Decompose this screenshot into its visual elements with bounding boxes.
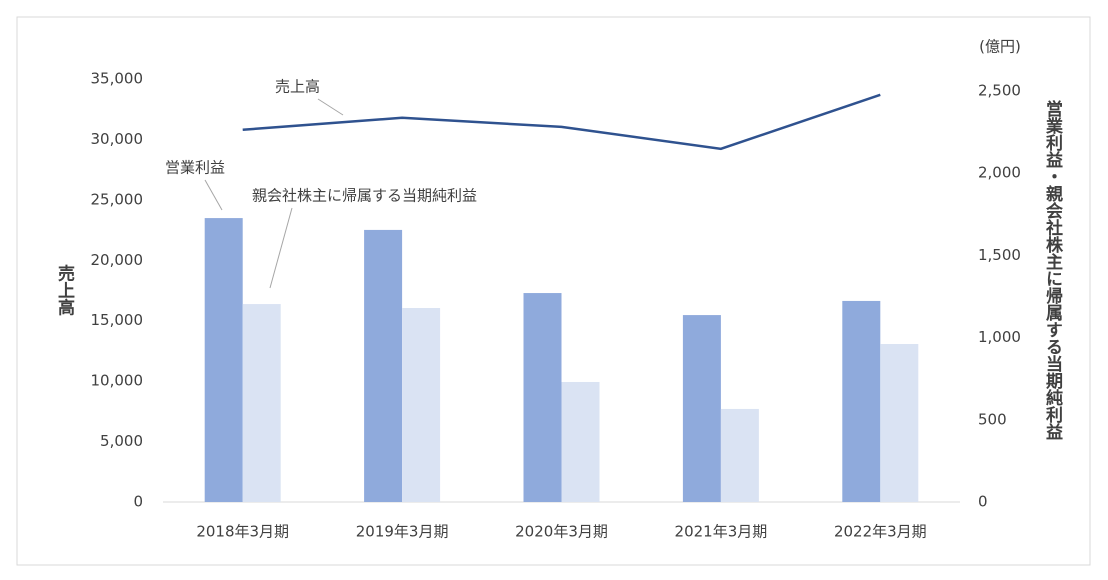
bar bbox=[880, 344, 919, 502]
y2-tick-label: 0 bbox=[978, 493, 988, 511]
bar bbox=[720, 408, 759, 502]
bar bbox=[561, 381, 600, 502]
bar bbox=[842, 300, 881, 502]
y2-tick-label: 2,500 bbox=[978, 82, 1021, 100]
y-tick-label: 35,000 bbox=[91, 70, 144, 88]
legend-label: 営業利益 bbox=[165, 159, 225, 177]
x-tick-label: 2022年3月期 bbox=[834, 523, 927, 541]
y2-unit: (億円) bbox=[979, 38, 1021, 56]
leader bbox=[317, 98, 344, 116]
x-tick-label: 2018年3月期 bbox=[196, 523, 289, 541]
legend-label: 売上高 bbox=[275, 78, 320, 96]
x-tick-label: 2019年3月期 bbox=[356, 523, 449, 541]
y-axis-title: 売上高 bbox=[54, 263, 75, 316]
bar bbox=[242, 304, 281, 502]
bar bbox=[364, 229, 403, 502]
bar bbox=[682, 315, 721, 502]
y-tick-label: 20,000 bbox=[91, 251, 144, 269]
y2-tick-label: 1,000 bbox=[978, 328, 1021, 346]
y2-tick-label: 2,000 bbox=[978, 164, 1021, 182]
leader bbox=[204, 179, 223, 211]
line bbox=[242, 93, 881, 151]
y-tick-label: 0 bbox=[133, 493, 143, 511]
y-tick-label: 30,000 bbox=[91, 130, 144, 148]
bar bbox=[402, 308, 441, 502]
chart-frame bbox=[16, 16, 1091, 566]
bar bbox=[523, 293, 562, 502]
y-tick-label: 5,000 bbox=[100, 432, 143, 450]
x-tick-label: 2020年3月期 bbox=[515, 523, 608, 541]
y-tick-label: 25,000 bbox=[91, 190, 144, 208]
y2-tick-label: 1,500 bbox=[978, 246, 1021, 264]
bar bbox=[204, 218, 243, 502]
y-tick-label: 10,000 bbox=[91, 372, 144, 390]
leader bbox=[269, 207, 293, 289]
y2-axis-title: 営業利益・親会社株主に帰属する当期純利益 bbox=[1042, 99, 1064, 440]
y2-tick-label: 500 bbox=[978, 410, 1007, 428]
legend-label: 親会社株主に帰属する当期純利益 bbox=[252, 187, 477, 205]
y-tick-label: 15,000 bbox=[91, 311, 144, 329]
x-tick-label: 2021年3月期 bbox=[675, 523, 768, 541]
